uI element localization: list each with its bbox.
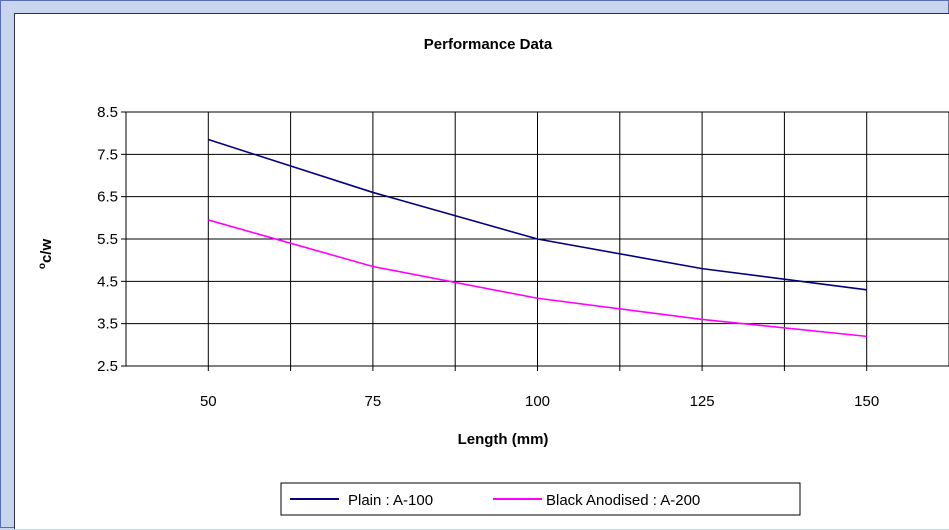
y-axis-label: oc/w xyxy=(37,239,55,270)
axes xyxy=(121,111,949,371)
x-tick-label: 100 xyxy=(525,393,550,410)
x-tick-label: 150 xyxy=(854,393,879,410)
legend: Plain : A-100 Black Anodised : A-200 xyxy=(280,482,801,516)
series-line-black-anodised xyxy=(208,219,867,338)
y-tick-label: 3.5 xyxy=(97,316,118,333)
y-axis-label-superscript: o xyxy=(37,263,48,269)
y-tick-label: 8.5 xyxy=(97,104,118,121)
y-tick-label: 6.5 xyxy=(97,189,118,206)
x-tick-label: 75 xyxy=(365,393,382,410)
legend-label-plain: Plain : A-100 xyxy=(348,492,433,509)
y-axis-label-main: c/w xyxy=(38,239,55,264)
y-tick-label: 7.5 xyxy=(97,146,118,163)
x-axis-label: Length (mm) xyxy=(458,431,549,448)
series-lines xyxy=(208,138,867,338)
chart-area: Performance Data 2.5 3.5 4.5 5.5 6.5 7.5 8.5 5… xyxy=(14,13,949,529)
performance-chart: Performance Data 2.5 3.5 4.5 5.5 6.5 7.5 8.5 5… xyxy=(37,36,949,516)
legend-label-black-anodised: Black Anodised : A-200 xyxy=(546,492,700,509)
y-tick-label: 2.5 xyxy=(97,358,118,375)
x-tick-label: 125 xyxy=(690,393,715,410)
y-axis-label-group: oc/w xyxy=(37,239,55,270)
x-tick-label: 50 xyxy=(200,393,217,410)
chart-title: Performance Data xyxy=(424,36,553,53)
grid-lines xyxy=(126,111,949,367)
y-tick-label: 5.5 xyxy=(97,231,118,248)
y-tick-label: 4.5 xyxy=(97,273,118,290)
series-line-plain xyxy=(208,138,867,291)
x-tick-labels: 50 75 100 125 150 xyxy=(200,393,879,410)
plot-border xyxy=(125,111,949,367)
y-tick-labels: 2.5 3.5 4.5 5.5 6.5 7.5 8.5 xyxy=(97,104,118,375)
